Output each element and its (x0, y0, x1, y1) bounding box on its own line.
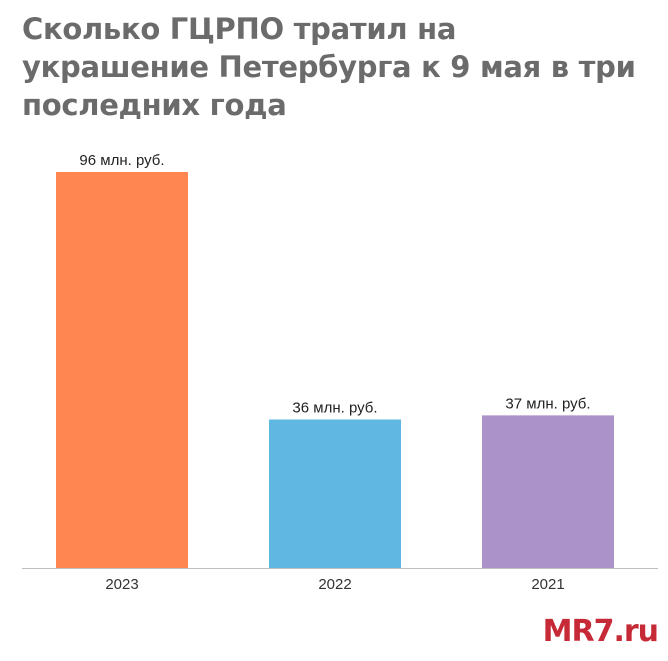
x-tick-label-2022: 2022 (318, 576, 351, 593)
bar-2022 (269, 419, 401, 568)
bar-value-label-2021: 37 млн. руб. (505, 395, 590, 412)
bar-value-label-2022: 36 млн. руб. (292, 400, 377, 417)
bar-value-label-2023: 96 млн. руб. (79, 152, 164, 169)
bar-2023 (56, 172, 188, 568)
watermark-logo: MR7.ru (542, 614, 659, 649)
chart-area: 96 млн. руб. 2023 36 млн. руб. 2022 37 млн. … (22, 138, 658, 598)
bar-chart: 96 млн. руб. 2023 36 млн. руб. 2022 37 млн. … (22, 152, 658, 593)
chart-title: Сколько ГЦРПО тратил на украшение Петерб… (22, 12, 636, 122)
bar-2021 (482, 415, 614, 568)
x-tick-label-2023: 2023 (105, 576, 138, 593)
x-tick-label-2021: 2021 (531, 576, 564, 593)
